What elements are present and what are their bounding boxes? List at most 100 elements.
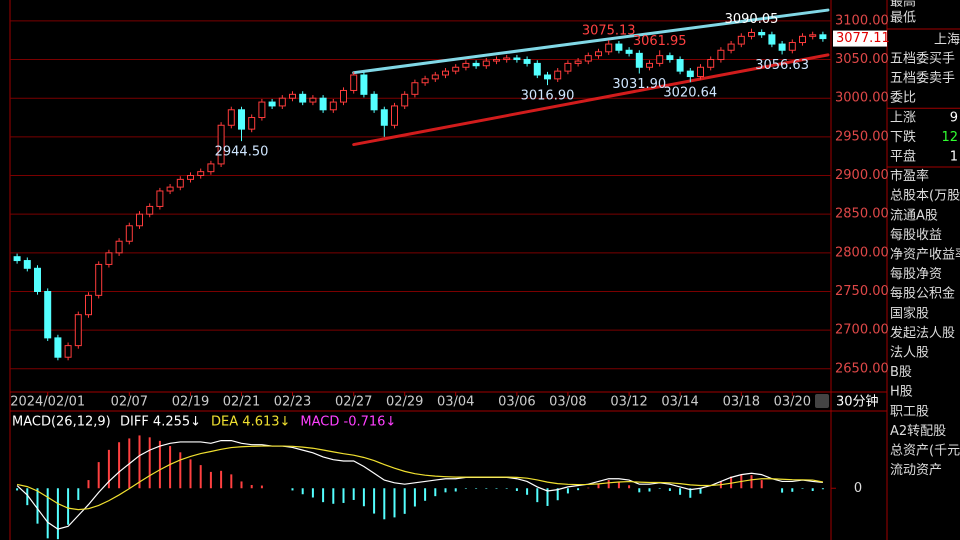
candle-body	[340, 89, 347, 103]
candle-body	[238, 109, 245, 130]
panel-label: 净资产收益率	[890, 247, 960, 263]
scroll-button[interactable]	[815, 394, 829, 408]
candle-body	[768, 34, 776, 45]
candle-body	[380, 109, 388, 126]
extreme-label: 3061.95	[633, 34, 687, 49]
candle-body	[666, 55, 674, 61]
candle-body	[136, 213, 143, 227]
candle-body	[656, 55, 664, 64]
y-tick-label: 2850.00	[835, 207, 889, 222]
price-tag: 3077.11	[836, 31, 890, 46]
macd-legend: DEA 4.613↓	[211, 415, 290, 430]
panel-label: 市盈率	[890, 168, 929, 184]
extreme-label: 3020.64	[663, 86, 717, 101]
panel-label: 下跌	[890, 129, 916, 145]
candle-body	[482, 60, 490, 67]
x-tick-label: 03/18	[723, 395, 760, 410]
candle-body	[584, 55, 592, 62]
candle-body	[523, 59, 531, 64]
trendline	[352, 53, 830, 147]
candle-body	[258, 101, 266, 119]
candle-body	[125, 225, 133, 242]
candle-body	[329, 101, 337, 111]
candle-body	[544, 74, 551, 80]
panel-value: 9	[950, 110, 958, 125]
candle-body	[23, 260, 31, 269]
candle-body	[697, 66, 704, 78]
x-tick-label: 02/07	[111, 395, 148, 410]
candle-body	[605, 43, 613, 53]
candle-body	[309, 97, 317, 103]
panel-label: 每股净资	[890, 266, 942, 282]
y-tick-label: 3100.00	[835, 13, 889, 28]
trendline	[352, 8, 830, 75]
candle-body	[54, 337, 62, 358]
y-tick-label: 2900.00	[835, 168, 889, 183]
y-tick-label: 3000.00	[835, 91, 889, 106]
candle-body	[34, 267, 41, 292]
candle-body	[166, 186, 174, 192]
candle-body	[564, 62, 572, 72]
panel-label: 平盘	[890, 149, 916, 165]
y-tick-label: 2700.00	[835, 323, 889, 338]
panel-label: 委比	[890, 91, 916, 106]
extreme-label: 3075.13	[582, 24, 636, 39]
macd-legend: DIFF 4.255↓	[120, 415, 201, 430]
panel-label: 流通A股	[890, 208, 938, 223]
macd-legend: MACD -0.716↓	[300, 415, 396, 430]
candle-body	[799, 35, 806, 44]
candle-body	[197, 171, 205, 177]
panel-value: 1	[950, 150, 958, 165]
panel-label: 职工股	[890, 404, 929, 419]
candle-body	[513, 57, 521, 61]
candle-body	[360, 74, 368, 95]
y-tick-label: 0	[854, 481, 862, 496]
candle-body	[788, 42, 796, 51]
candle-body	[115, 240, 123, 254]
candle-body	[625, 49, 633, 54]
panel-label: 最高	[890, 0, 916, 10]
panel-label: 每股公积金	[890, 286, 955, 302]
period-label[interactable]: 30分钟	[836, 394, 879, 410]
candle-body	[176, 178, 184, 188]
panel-label: 国家股	[890, 305, 929, 321]
candle-body	[13, 256, 21, 262]
extreme-label: 3031.90	[612, 77, 666, 92]
x-tick-label: 03/20	[774, 395, 811, 410]
x-tick-label: 03/14	[661, 395, 698, 410]
panel-value: 12	[941, 130, 958, 145]
x-tick-label: 02/19	[172, 395, 209, 410]
panel-label: B股	[890, 365, 912, 380]
macd-line	[16, 445, 824, 511]
candle-body	[727, 43, 735, 51]
price-tag-box	[833, 30, 887, 47]
panel-label: 法人股	[890, 346, 929, 361]
panel-label: 总资产(千元	[890, 444, 960, 459]
candle-body	[533, 62, 541, 76]
candle-body	[156, 190, 164, 207]
candle-body	[401, 93, 409, 107]
candle-body	[503, 57, 511, 61]
candle-body	[748, 31, 755, 37]
y-tick-label: 2650.00	[835, 361, 889, 376]
x-tick-label: 02/21	[223, 395, 260, 410]
extreme-label: 3016.90	[521, 89, 575, 104]
x-tick-label: 2024/02/01	[10, 395, 85, 410]
macd-line	[16, 439, 823, 530]
candle-body	[819, 34, 827, 40]
candle-body	[758, 31, 766, 36]
panel-label: 每股收益	[890, 227, 942, 243]
market-name: 上海	[934, 33, 960, 48]
candle-body	[452, 66, 460, 72]
candle-body	[493, 59, 500, 62]
x-tick-label: 03/06	[498, 395, 535, 410]
candle-body	[442, 70, 449, 76]
panel-label: 五档委卖手	[890, 71, 955, 86]
candle-body	[778, 43, 786, 51]
candle-body	[717, 49, 725, 61]
extreme-label: 2944.50	[215, 145, 269, 160]
candle-body	[44, 290, 52, 339]
candle-body	[64, 345, 72, 358]
